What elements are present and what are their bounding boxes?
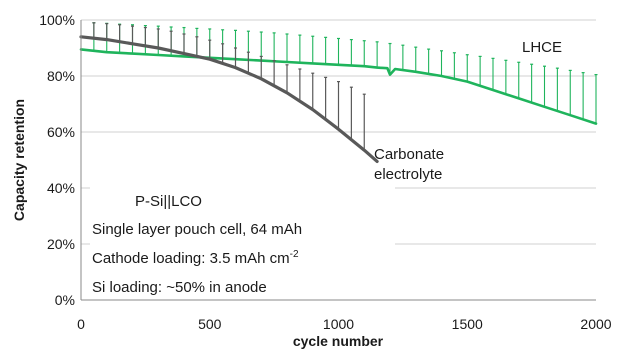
info-box-line-3-superscript: -2: [290, 249, 299, 260]
annotation-carbonate-line1: Carbonate: [374, 146, 444, 163]
annotation-lhce: LHCE: [522, 39, 562, 56]
y-tick-label: 80%: [47, 68, 75, 84]
x-tick-label: 2000: [580, 316, 611, 332]
y-axis-title: Capacity retention: [11, 99, 27, 221]
annotation-carbonate-line2: electrolyte: [374, 166, 442, 183]
axes: 0% 20% 40% 60% 80% 100% 0 500 1000 1500 2000: [39, 12, 612, 332]
x-tick-label: 500: [198, 316, 222, 332]
series-layer: [79, 22, 598, 163]
series-line-lhce: [79, 48, 598, 125]
x-tick-label: 1000: [323, 316, 354, 332]
info-box-line-3-text: Cathode loading: 3.5 mAh cm: [92, 250, 290, 267]
info-box-line-3: Cathode loading: 3.5 mAh cm-2: [92, 249, 299, 267]
y-tick-label: 20%: [47, 236, 75, 252]
series-line-carbonate: [79, 35, 379, 163]
x-tick-label: 0: [77, 316, 85, 332]
info-box-line-4: Si loading: ~50% in anode: [92, 279, 267, 296]
y-tick-label: 60%: [47, 124, 75, 140]
info-box-line-1: Single layer pouch cell, 64 mAh: [92, 221, 302, 238]
info-box: P-Si||LCO Single layer pouch cell, 64 mA…: [90, 186, 395, 300]
info-box-background: [90, 186, 395, 300]
series-carbonate: [79, 22, 379, 163]
y-tick-label: 0%: [55, 292, 75, 308]
y-tick-label: 40%: [47, 180, 75, 196]
info-box-title: P-Si||LCO: [135, 193, 202, 210]
x-tick-label: 1500: [452, 316, 483, 332]
y-tick-label: 100%: [39, 12, 75, 28]
x-axis-title: cycle number: [293, 333, 384, 349]
